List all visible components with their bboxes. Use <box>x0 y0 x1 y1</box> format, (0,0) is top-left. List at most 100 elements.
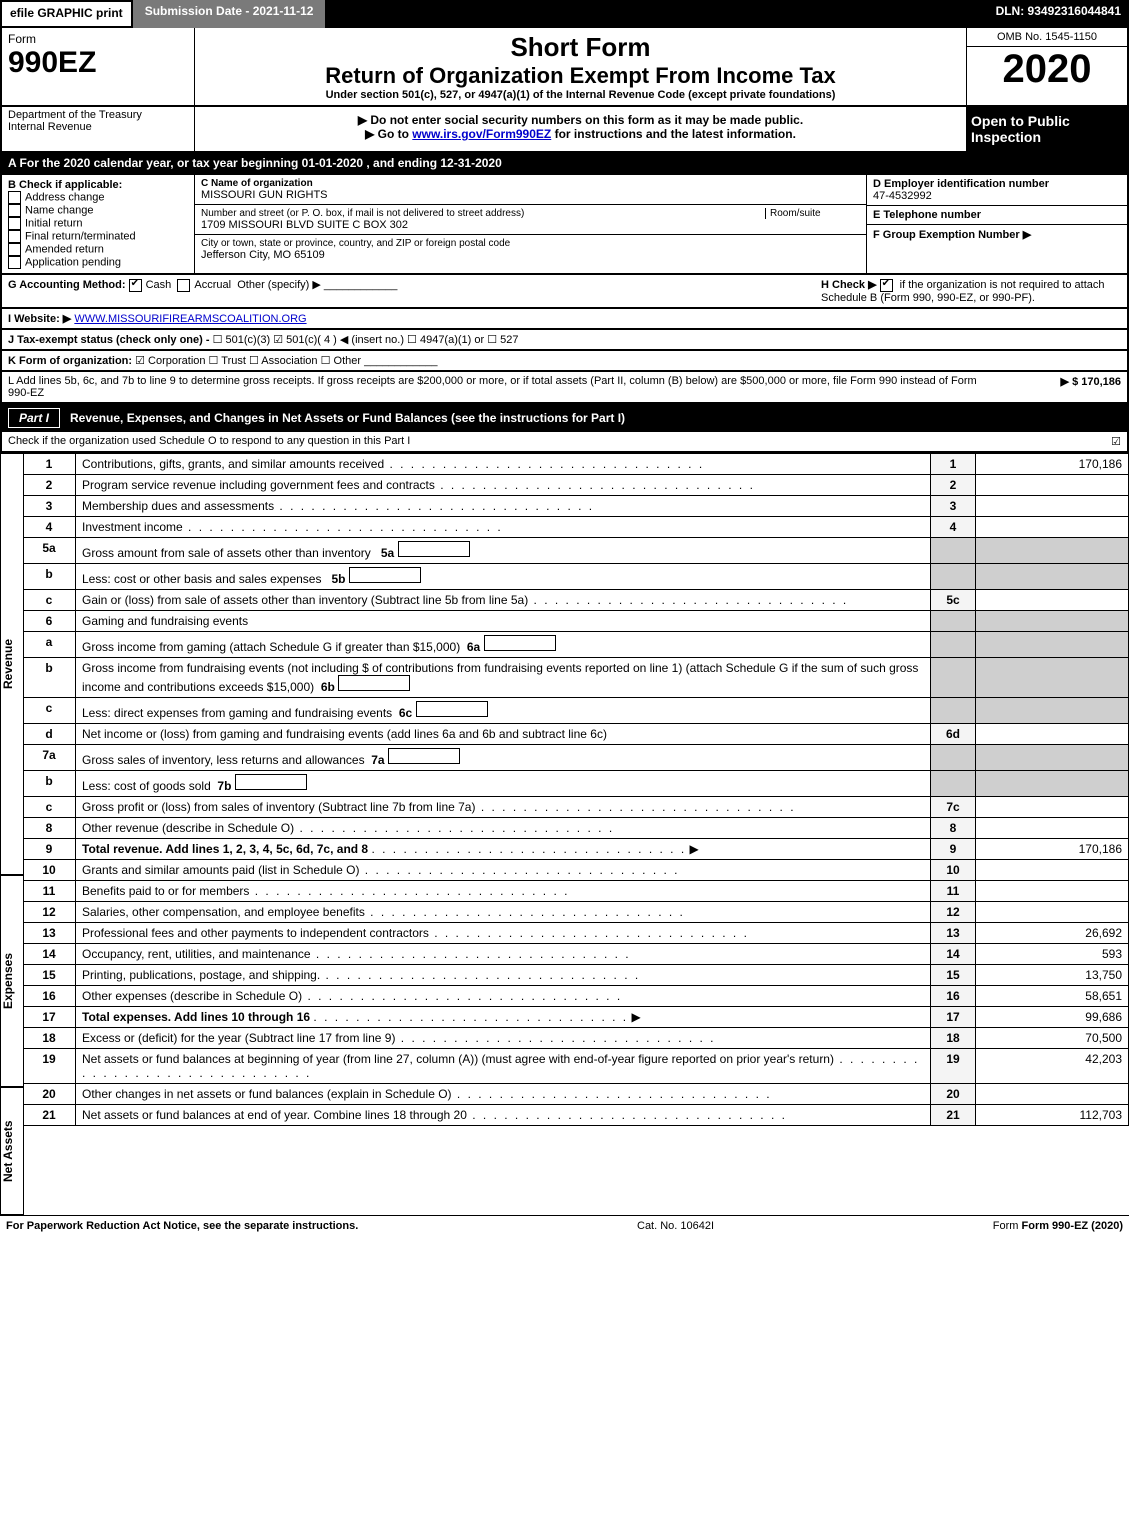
line-7c: cGross profit or (loss) from sales of in… <box>23 796 1129 817</box>
l2-amt <box>976 474 1129 495</box>
line-20: 20 Other changes in net assets or fund ba… <box>23 1083 1129 1104</box>
l6b-sub: 6b <box>321 680 335 694</box>
l17-desc: Total expenses. Add lines 10 through 16 <box>82 1010 310 1024</box>
check-h[interactable] <box>880 279 893 292</box>
check-cash[interactable] <box>129 279 142 292</box>
form-number: 990EZ <box>8 46 188 80</box>
l5a-amt <box>976 537 1129 563</box>
part1-check-mark[interactable]: ☑ <box>1111 435 1121 448</box>
check-pending[interactable]: Application pending <box>8 256 188 269</box>
line-5c: cGain or (loss) from sale of assets othe… <box>23 589 1129 610</box>
l5b-sub: 5b <box>331 572 345 586</box>
l5c-box: 5c <box>931 589 976 610</box>
page-footer: For Paperwork Reduction Act Notice, see … <box>0 1215 1129 1236</box>
dept-treasury: Department of the Treasury <box>8 109 188 121</box>
part1-check: Check if the organization used Schedule … <box>0 432 1129 453</box>
section-i-label: I Website: ▶ <box>8 313 71 325</box>
l6c-amt <box>976 697 1129 723</box>
line-12: 12Salaries, other compensation, and empl… <box>23 901 1129 922</box>
check-address-label: Address change <box>25 191 105 203</box>
l21-box: 21 <box>931 1104 976 1125</box>
l19-box: 19 <box>931 1048 976 1083</box>
l11-amt <box>976 880 1129 901</box>
l20-amt <box>976 1083 1129 1104</box>
l5a-desc: Gross amount from sale of assets other t… <box>82 546 371 560</box>
check-initial[interactable]: Initial return <box>8 217 188 230</box>
l15-amt: 13,750 <box>976 964 1129 985</box>
l7c-num: c <box>23 796 76 817</box>
l8-desc: Other revenue (describe in Schedule O) <box>82 821 614 835</box>
l3-box: 3 <box>931 495 976 516</box>
l20-box: 20 <box>931 1083 976 1104</box>
l6a-num: a <box>23 631 76 657</box>
section-j-opts: ☐ 501(c)(3) ☑ 501(c)( 4 ) ◀ (insert no.)… <box>213 334 519 346</box>
line-7a: 7aGross sales of inventory, less returns… <box>23 744 1129 770</box>
l14-amt: 593 <box>976 943 1129 964</box>
l5b-amt <box>976 563 1129 589</box>
line-6b: bGross income from fundraising events (n… <box>23 657 1129 697</box>
header-right: OMB No. 1545-1150 2020 <box>966 28 1127 105</box>
l19-desc: Net assets or fund balances at beginning… <box>82 1052 919 1080</box>
check-accrual[interactable] <box>177 279 190 292</box>
header-left: Form 990EZ <box>2 28 195 105</box>
section-k: K Form of organization: ☑ Corporation ☐ … <box>0 351 1129 372</box>
line-6a: a Gross income from gaming (attach Schedu… <box>23 631 1129 657</box>
section-k-opts: ☑ Corporation ☐ Trust ☐ Association ☐ Ot… <box>135 355 361 367</box>
l7a-num: 7a <box>23 744 76 770</box>
l16-amt: 58,651 <box>976 985 1129 1006</box>
l12-box: 12 <box>931 901 976 922</box>
check-final[interactable]: Final return/terminated <box>8 230 188 243</box>
line-9: 9 Total revenue. Add lines 1, 2, 3, 4, 5c… <box>23 838 1129 859</box>
l9-desc: Total revenue. Add lines 1, 2, 3, 4, 5c,… <box>82 842 368 856</box>
l6b-num: b <box>23 657 76 697</box>
l10-amt <box>976 859 1129 880</box>
irs-link[interactable]: www.irs.gov/Form990EZ <box>412 127 551 141</box>
cash-label: Cash <box>146 279 172 291</box>
l4-num: 4 <box>23 516 76 537</box>
l20-desc: Other changes in net assets or fund bala… <box>82 1087 772 1101</box>
l20-num: 20 <box>23 1083 76 1104</box>
l18-desc: Excess or (deficit) for the year (Subtra… <box>82 1031 716 1045</box>
l1-num: 1 <box>23 453 76 474</box>
l4-amt <box>976 516 1129 537</box>
l15-num: 15 <box>23 964 76 985</box>
l12-num: 12 <box>23 901 76 922</box>
l16-box: 16 <box>931 985 976 1006</box>
check-initial-label: Initial return <box>25 217 82 229</box>
l6d-box: 6d <box>931 723 976 744</box>
l7c-box: 7c <box>931 796 976 817</box>
form-word: Form <box>8 32 188 46</box>
l15-box: 15 <box>931 964 976 985</box>
l9-num: 9 <box>23 838 76 859</box>
l21-desc: Net assets or fund balances at end of ye… <box>82 1108 787 1122</box>
lines-table-wrap: 1Contributions, gifts, grants, and simil… <box>22 453 1129 1215</box>
part1-label: Part I <box>8 408 60 428</box>
accrual-label: Accrual <box>194 279 231 291</box>
org-addr-row: Number and street (or P. O. box, if mail… <box>195 205 866 235</box>
l13-box: 13 <box>931 922 976 943</box>
check-amended[interactable]: Amended return <box>8 243 188 256</box>
website-link[interactable]: WWW.MISSOURIFIREARMSCOALITION.ORG <box>74 313 306 325</box>
l14-desc: Occupancy, rent, utilities, and maintena… <box>82 947 631 961</box>
footer-right-text: Form 990-EZ (2020) <box>1022 1220 1123 1232</box>
instructions: ▶ Do not enter social security numbers o… <box>195 107 966 151</box>
line-18: 18Excess or (deficit) for the year (Subt… <box>23 1027 1129 1048</box>
efile-label[interactable]: efile GRAPHIC print <box>0 0 133 28</box>
check-name[interactable]: Name change <box>8 204 188 217</box>
l7a-box <box>931 744 976 770</box>
l9-box: 9 <box>931 838 976 859</box>
l3-num: 3 <box>23 495 76 516</box>
line-10: 10Grants and similar amounts paid (list … <box>23 859 1129 880</box>
section-a: A For the 2020 calendar year, or tax yea… <box>0 153 1129 175</box>
l5c-amt <box>976 589 1129 610</box>
org-name-row: C Name of organization MISSOURI GUN RIGH… <box>195 175 866 205</box>
header-center: Short Form Return of Organization Exempt… <box>195 28 966 105</box>
section-d: D Employer identification number 47-4532… <box>867 175 1127 206</box>
l13-desc: Professional fees and other payments to … <box>82 926 749 940</box>
l15-desc: Printing, publications, postage, and shi… <box>82 968 640 982</box>
l7a-amt <box>976 744 1129 770</box>
check-address[interactable]: Address change <box>8 191 188 204</box>
l6a-desc: Gross income from gaming (attach Schedul… <box>82 640 460 654</box>
line-3: 3Membership dues and assessments3 <box>23 495 1129 516</box>
l2-box: 2 <box>931 474 976 495</box>
